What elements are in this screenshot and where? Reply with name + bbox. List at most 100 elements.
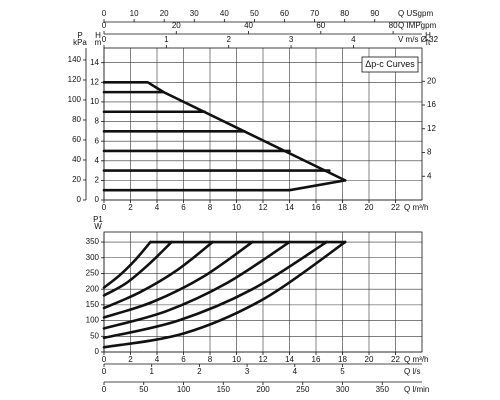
y-tick-label: 14 — [90, 58, 99, 67]
y-tick-label: 2 — [95, 175, 100, 184]
x2-tick-label: 0 — [102, 9, 107, 18]
curve — [102, 240, 347, 349]
y3-tick-label: 40 — [72, 155, 81, 164]
y-tick-label: 250 — [86, 269, 100, 278]
x3-tick-label: 0 — [102, 21, 107, 30]
y3-axis-label: P — [77, 31, 82, 40]
y3-tick-label: 0 — [77, 195, 82, 204]
x-tick-label: 20 — [365, 203, 374, 212]
x2-tick-label: 0 — [102, 367, 107, 376]
x2-axis-label: Q l/s — [404, 367, 420, 376]
x4-tick-label: 2 — [226, 35, 231, 44]
x3-tick-label: 80 — [389, 21, 398, 30]
x-tick-label: 2 — [128, 355, 133, 364]
x2-tick-label: 4 — [293, 367, 298, 376]
y-axis-label: H — [95, 31, 101, 40]
x3-tick-label: 0 — [102, 385, 107, 394]
x2-tick-label: 80 — [340, 9, 349, 18]
x2-tick-label: 10 — [130, 9, 139, 18]
x-tick-label: 12 — [259, 355, 268, 364]
x-tick-label: 22 — [391, 355, 400, 364]
y-tick-label: 0 — [95, 195, 100, 204]
y-tick-label: 0 — [95, 347, 100, 356]
y-tick-label: 300 — [86, 253, 100, 262]
x4-tick-label: 3 — [289, 35, 294, 44]
y3-axis-label: kPa — [73, 38, 87, 47]
x3-tick-label: 40 — [244, 21, 253, 30]
x-tick-label: 12 — [259, 203, 268, 212]
x2-tick-label: 70 — [310, 9, 319, 18]
y3-tick-label: 140 — [68, 55, 82, 64]
y2-tick-label: 20 — [427, 76, 436, 85]
x3-tick-label: 60 — [316, 21, 325, 30]
curve — [102, 81, 347, 182]
y-axis-label: W — [94, 222, 102, 231]
x-tick-label: 2 — [128, 203, 133, 212]
annotation-box — [361, 56, 419, 73]
x-tick-label: 16 — [312, 203, 321, 212]
x3-tick-label: 250 — [296, 385, 310, 394]
curve — [102, 240, 214, 310]
x-axis-label: Q m³/h — [404, 355, 428, 364]
y2-tick-label: 16 — [427, 100, 436, 109]
curve — [102, 240, 291, 330]
curve — [102, 240, 152, 289]
curve — [102, 179, 347, 192]
x2-tick-label: 1 — [149, 367, 154, 376]
y-tick-label: 200 — [86, 284, 100, 293]
x3-tick-label: 100 — [177, 385, 191, 394]
x-tick-label: 10 — [232, 355, 241, 364]
curve — [102, 240, 254, 319]
y-tick-label: 150 — [86, 300, 100, 309]
x4-tick-label: 4 — [351, 35, 356, 44]
x3-tick-label: 20 — [172, 21, 181, 30]
x-axis-label: Q m³/h — [404, 203, 428, 212]
x2-tick-label: 5 — [340, 367, 345, 376]
x2-tick-label: 30 — [190, 9, 199, 18]
x-tick-label: 0 — [102, 355, 107, 364]
y2-tick-label: 4 — [427, 171, 432, 180]
x-tick-label: 14 — [285, 355, 294, 364]
x2-tick-label: 3 — [245, 367, 250, 376]
y-tick-label: 12 — [90, 77, 99, 86]
x4-tick-label: 0 — [102, 35, 107, 44]
x-tick-label: 14 — [285, 203, 294, 212]
x2-tick-label: 40 — [220, 9, 229, 18]
y2-tick-label: 8 — [427, 148, 432, 157]
x2-tick-label: 20 — [160, 9, 169, 18]
y-tick-label: 8 — [95, 117, 100, 126]
x3-tick-label: 200 — [256, 385, 270, 394]
x2-axis-label: Q USgpm — [398, 9, 433, 18]
y2-axis-label: ft — [426, 38, 431, 47]
y3-tick-label: 60 — [72, 135, 81, 144]
x-tick-label: 4 — [155, 203, 160, 212]
x4-axis-label: V m/s Ø 32 — [398, 35, 439, 44]
y-axis-label: m — [95, 38, 102, 47]
x2-tick-label: 60 — [280, 9, 289, 18]
x3-axis-label: Q IMPgpm — [398, 21, 437, 30]
x3-tick-label: 300 — [336, 385, 350, 394]
x-tick-label: 18 — [338, 203, 347, 212]
x-tick-label: 4 — [155, 355, 160, 364]
x-tick-label: 8 — [208, 355, 213, 364]
y2-tick-label: 12 — [427, 124, 436, 133]
y-tick-label: 350 — [86, 237, 100, 246]
x3-tick-label: 50 — [139, 385, 148, 394]
x3-tick-label: 350 — [376, 385, 390, 394]
x2-tick-label: 2 — [197, 367, 202, 376]
y-tick-label: 50 — [90, 331, 99, 340]
y3-tick-label: 120 — [68, 75, 82, 84]
annotation: Δp-c Curves — [365, 59, 415, 69]
x3-tick-label: 150 — [217, 385, 231, 394]
y-tick-label: 100 — [86, 316, 100, 325]
y-tick-label: 6 — [95, 136, 100, 145]
y-axis-label: P1 — [93, 215, 103, 224]
x-tick-label: 18 — [338, 355, 347, 364]
x3-axis-label: Q l/min — [404, 385, 429, 394]
curve — [102, 240, 328, 340]
x-tick-label: 6 — [181, 355, 186, 364]
y3-tick-label: 80 — [72, 115, 81, 124]
x-tick-label: 20 — [365, 355, 374, 364]
y-tick-label: 4 — [95, 156, 100, 165]
